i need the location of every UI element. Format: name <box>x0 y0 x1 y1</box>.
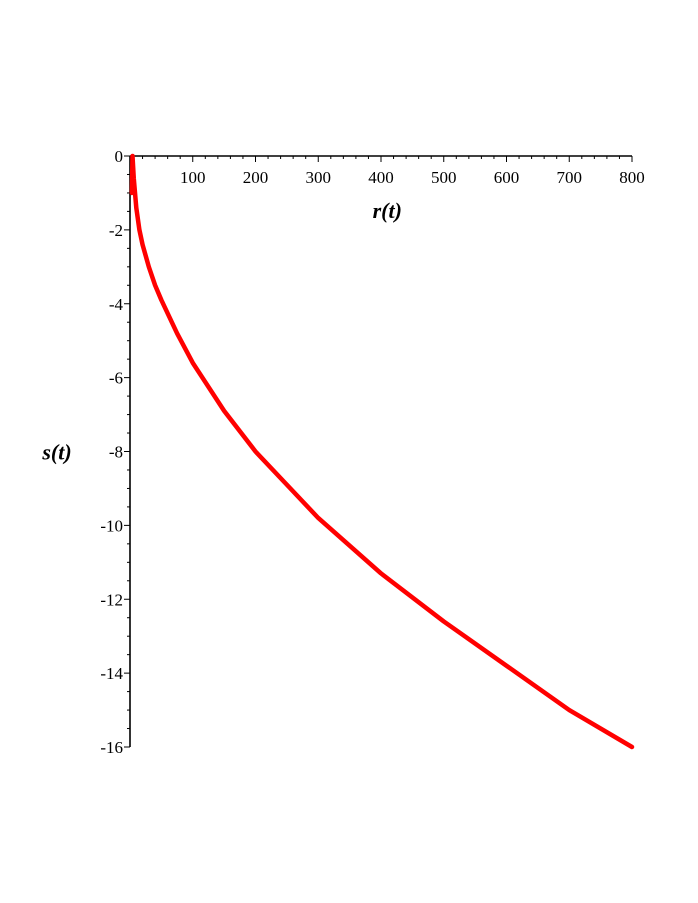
x-ticks: 100 200 300 400 500 600 700 800 <box>142 156 645 187</box>
y-axis-label: s(t) <box>41 440 71 465</box>
y-tick-label: 0 <box>115 147 124 166</box>
series-layer <box>129 153 635 750</box>
y-tick-label: -14 <box>100 664 123 683</box>
x-tick-label: 600 <box>494 168 520 187</box>
axes <box>129 155 632 747</box>
x-tick-label: 200 <box>243 168 269 187</box>
y-ticks: 0 -2 -4 -6 -8 -10 -12 -14 -16 <box>100 147 130 757</box>
x-tick-label: 800 <box>619 168 645 187</box>
y-tick-label: -12 <box>100 590 123 609</box>
y-tick-label: -6 <box>109 369 123 388</box>
y-tick-label: -10 <box>100 516 123 535</box>
y-tick-label: -2 <box>109 221 123 240</box>
y-tick-label: -4 <box>109 295 124 314</box>
series-line <box>129 153 635 750</box>
x-tick-label: 300 <box>306 168 332 187</box>
x-tick-label: 700 <box>557 168 583 187</box>
x-tick-label: 400 <box>368 168 394 187</box>
x-tick-label: 100 <box>180 168 206 187</box>
x-axis-label: r(t) <box>373 198 402 223</box>
y-tick-label: -16 <box>100 738 123 757</box>
y-tick-label: -8 <box>109 443 123 462</box>
x-tick-label: 500 <box>431 168 457 187</box>
